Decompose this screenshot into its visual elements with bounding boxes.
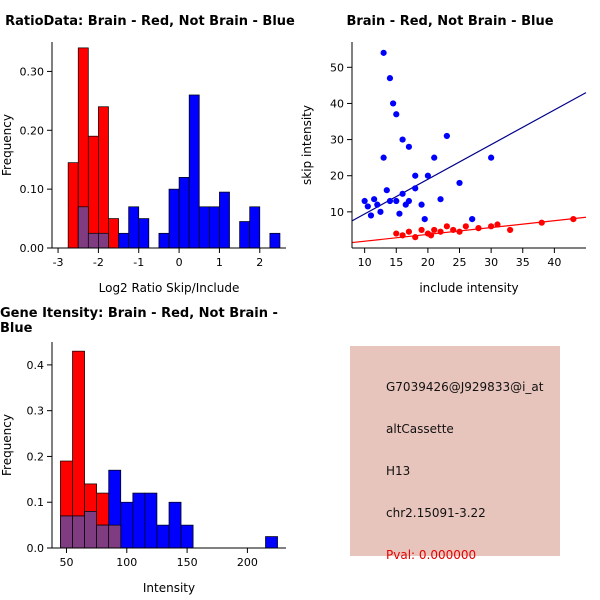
svg-text:-2: -2	[93, 256, 104, 269]
intensity-scatter-chart: 10 15 20 25 30 35 40 10 20 30 40 50 include intensit…	[300, 42, 587, 295]
svg-text:10: 10	[358, 256, 372, 269]
svg-text:Intensity: Intensity	[143, 581, 195, 595]
svg-text:Frequency: Frequency	[0, 114, 14, 176]
svg-text:40: 40	[330, 97, 344, 110]
ratio-histogram-title: RatioData: Brain - Red, Not Brain - Blue	[5, 13, 295, 29]
gene-info-box: G7039426@J929833@i_at altCassette H13 ch…	[350, 346, 560, 562]
svg-text:0.1: 0.1	[27, 496, 45, 509]
svg-text:1: 1	[216, 256, 223, 269]
svg-text:35: 35	[516, 256, 530, 269]
svg-text:0: 0	[176, 256, 183, 269]
svg-text:skip intensity: skip intensity	[300, 105, 314, 185]
svg-text:0.2: 0.2	[27, 450, 45, 463]
svg-text:include intensity: include intensity	[419, 281, 518, 295]
svg-text:50: 50	[330, 61, 344, 74]
svg-text:30: 30	[484, 256, 498, 269]
svg-text:200: 200	[237, 556, 258, 569]
svg-text:0.20: 0.20	[20, 124, 45, 137]
splice-event-type-text: altCassette	[386, 422, 454, 436]
svg-text:0.00: 0.00	[20, 242, 45, 255]
svg-text:50: 50	[59, 556, 73, 569]
svg-text:20: 20	[330, 170, 344, 183]
panel-intensity-scatter: Brain - Red, Not Brain - Blue 10 15 20 25 30…	[300, 0, 600, 300]
svg-text:150: 150	[177, 556, 198, 569]
gene-intensity-chart: 50 100 150 200 0.0 0.1 0.2 0.3 0.4 Intensity Frequ…	[0, 342, 286, 595]
svg-text:25: 25	[453, 256, 467, 269]
svg-text:0.0: 0.0	[27, 542, 45, 555]
svg-text:20: 20	[421, 256, 435, 269]
svg-text:-3: -3	[53, 256, 64, 269]
svg-text:0.3: 0.3	[27, 405, 45, 418]
svg-text:10: 10	[330, 206, 344, 219]
panel-gene-intensity-histogram: Gene Itensity: Brain - Red, Not Brain - …	[0, 300, 300, 600]
panel-ratio-histogram: RatioData: Brain - Red, Not Brain - Blue…	[0, 0, 300, 300]
svg-text:30: 30	[330, 134, 344, 147]
svg-text:Log2 Ratio Skip/Include: Log2 Ratio Skip/Include	[99, 281, 240, 295]
svg-text:0.4: 0.4	[27, 359, 45, 372]
svg-text:2: 2	[256, 256, 263, 269]
probe-id-text: G7039426@J929833@i_at	[386, 380, 544, 394]
genomic-location-text: chr2.15091-3.22	[386, 506, 486, 520]
svg-text:15: 15	[389, 256, 403, 269]
pval-text: Pval: 0.000000	[386, 548, 477, 562]
sample-id-text: H13	[386, 464, 411, 478]
svg-text:-1: -1	[133, 256, 144, 269]
svg-text:0.10: 0.10	[20, 183, 45, 196]
svg-text:Frequency: Frequency	[0, 414, 14, 476]
ratio-histogram-chart: -3 -2 -1 0 1 2 0.00 0.10 0.20 0.30 Log2 Ratio Skip…	[0, 42, 286, 295]
svg-text:40: 40	[547, 256, 561, 269]
svg-text:100: 100	[116, 556, 137, 569]
svg-text:0.30: 0.30	[20, 65, 45, 78]
intensity-scatter-title: Brain - Red, Not Brain - Blue	[346, 13, 554, 29]
panel-gene-info: G7039426@J929833@i_at altCassette H13 ch…	[300, 300, 600, 600]
gene-intensity-title: Gene Itensity: Brain - Red, Not Brain - …	[0, 306, 278, 336]
